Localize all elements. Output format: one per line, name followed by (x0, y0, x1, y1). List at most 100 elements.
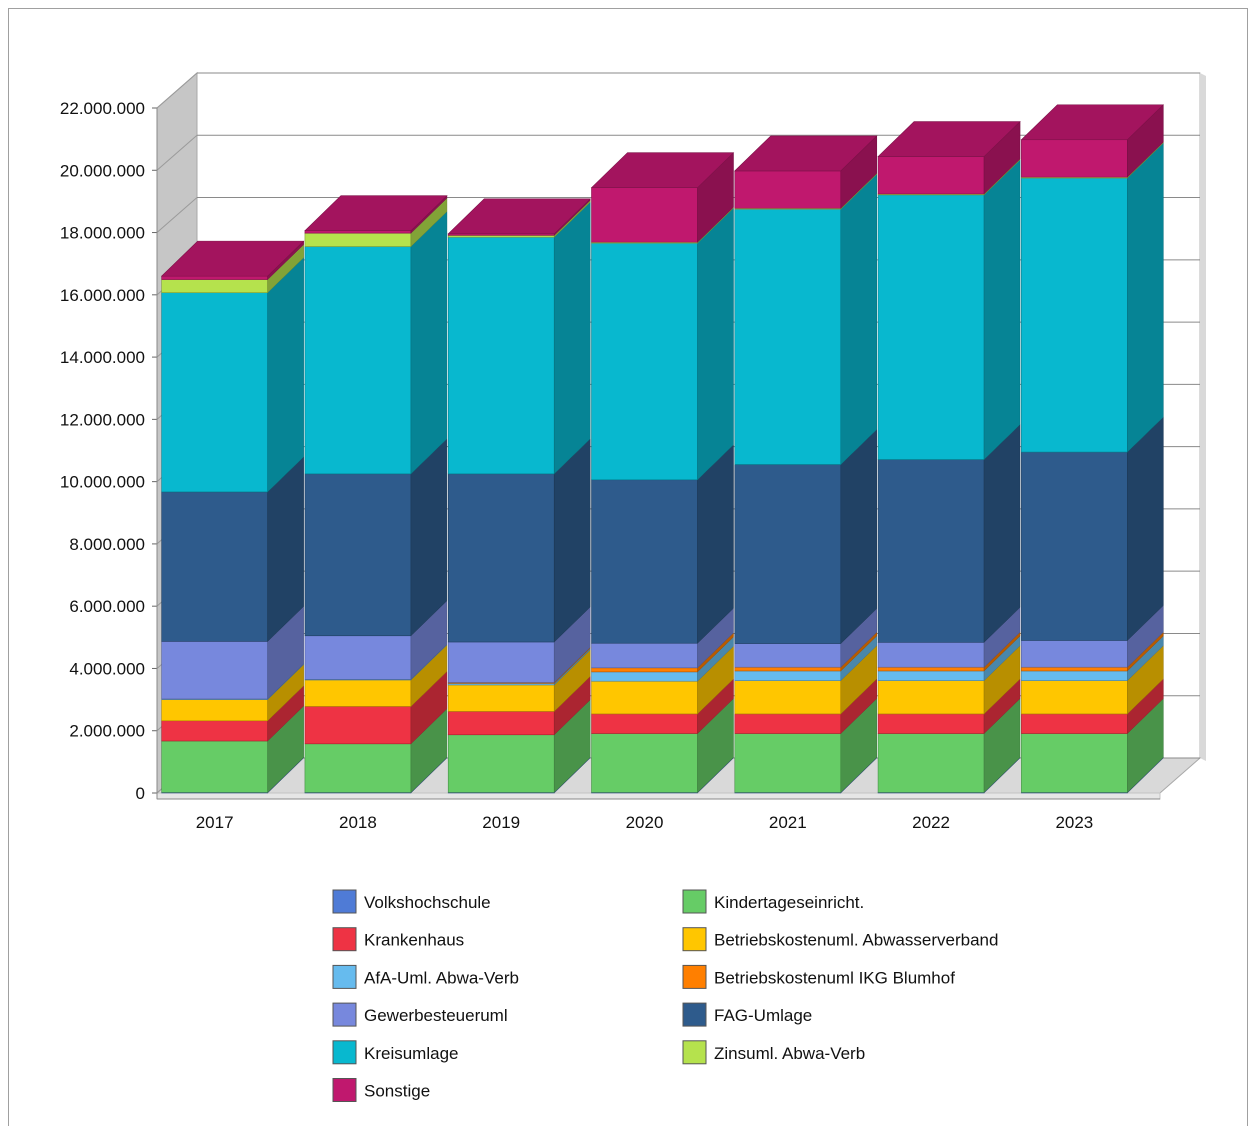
bar-segment (1021, 713, 1128, 734)
bar-segment (591, 642, 698, 669)
gridline-side (156, 72, 198, 109)
x-tick-label: 2020 (626, 813, 664, 832)
bar-segment (161, 699, 268, 722)
bar-segment (877, 641, 985, 668)
bar-segment (161, 641, 268, 700)
legend-swatch (332, 1078, 357, 1102)
x-tick-label: 2018 (339, 813, 377, 832)
bar-segment (161, 279, 268, 293)
gridline-side (156, 197, 198, 233)
bar-segment (591, 713, 698, 734)
y-tick-label: 8.000.000 (69, 535, 145, 554)
bar-segment (1021, 680, 1128, 715)
bar-segment (447, 684, 555, 712)
bar-segment (161, 275, 268, 280)
legend-label: Krankenhaus (364, 931, 464, 950)
bar-2023 (1020, 104, 1165, 794)
x-tick-label: 2017 (196, 813, 234, 832)
bar-segment-side (553, 201, 591, 475)
bar-segment (734, 680, 842, 715)
bar-segment (447, 473, 555, 643)
legend-swatch (682, 889, 707, 914)
bar-segment-side (983, 423, 1021, 643)
bar-segment (304, 473, 412, 637)
bar-2018 (304, 195, 448, 794)
legend-item: Sonstige (332, 1078, 430, 1102)
bar-top (877, 121, 1021, 157)
gridline-side (156, 134, 198, 171)
legend-swatch (682, 1002, 707, 1027)
y-tick-label: 20.000.000 (60, 161, 145, 180)
bar-segment (161, 292, 268, 493)
legend-label: Kindertageseinricht. (714, 893, 864, 912)
y-tick-label: 4.000.000 (69, 659, 145, 678)
bar-segment (877, 670, 985, 681)
bar-top (590, 152, 735, 189)
bar-segment-side (267, 257, 304, 493)
legend-label: FAG-Umlage (714, 1006, 812, 1025)
legend: Volkshochschule Kindertageseinricht. Krank… (332, 889, 998, 1102)
bar-segment (877, 156, 985, 195)
bar-2020 (590, 152, 735, 794)
legend-item: Gewerbesteueruml (332, 1002, 508, 1027)
bar-segment-side (553, 438, 591, 643)
legend-swatch (682, 964, 707, 989)
legend-swatch (682, 927, 707, 952)
bar-segment (161, 740, 268, 793)
bar-segment (304, 232, 412, 247)
bar-segment-side (840, 173, 878, 466)
legend-label: AfA-Uml. Abwa-Verb (364, 968, 519, 987)
bar-segment (877, 713, 985, 734)
bar-segment (734, 733, 842, 793)
bar-segment (591, 680, 698, 715)
floor-front (156, 792, 1161, 800)
bar-segment-side (983, 159, 1021, 461)
bar-segment (1021, 139, 1128, 178)
legend-item: Zinsuml. Abwa-Verb (682, 1040, 865, 1065)
bar-segment-side (1127, 416, 1164, 642)
y-tick-label: 22.000.000 (60, 99, 145, 118)
bar-segment (591, 187, 698, 243)
y-tick-label: 0 (136, 784, 145, 803)
bar-segment (304, 706, 412, 745)
bar-segment (591, 242, 698, 481)
x-tick-label: 2021 (769, 813, 807, 832)
y-tick-label: 16.000.000 (60, 286, 145, 305)
legend-label: Betriebskostenuml. Abwasserverband (714, 931, 998, 950)
bar-segment (591, 671, 698, 682)
legend-item: AfA-Uml. Abwa-Verb (332, 964, 519, 989)
bar-segment (591, 667, 698, 673)
bar-segment (877, 733, 985, 793)
bar-segment (447, 734, 555, 793)
legend-swatch (332, 927, 357, 952)
bar-segment (877, 194, 985, 460)
bar-2021 (734, 135, 878, 794)
legend-label: Gewerbesteueruml (364, 1006, 508, 1025)
bar-segment (1021, 640, 1128, 668)
bar-segment (1021, 666, 1128, 672)
x-tick-label: 2019 (482, 813, 520, 832)
bar-segment (734, 643, 842, 668)
bar-segment (161, 720, 268, 742)
y-tick-label: 18.000.000 (60, 224, 145, 243)
bar-top (734, 135, 878, 172)
legend-label: Betriebskostenuml IKG Blumhof (714, 968, 955, 987)
legend-swatch (332, 1002, 357, 1027)
x-tick-label: 2023 (1055, 813, 1093, 832)
bar-segment (734, 170, 842, 209)
bar-segment (304, 743, 412, 793)
bar-segment (1021, 451, 1128, 641)
y-tick-label: 14.000.000 (60, 348, 145, 367)
bar-segment (591, 733, 698, 793)
y-tick-label: 2.000.000 (69, 722, 145, 741)
legend-swatch (682, 1040, 707, 1065)
bar-segment (447, 711, 555, 736)
right-wall-edge (1200, 73, 1206, 761)
bar-segment (734, 464, 842, 644)
bar-segment (161, 491, 268, 642)
bar-segment (1021, 670, 1128, 681)
bar-segment (447, 236, 555, 475)
legend-swatch (332, 1040, 357, 1065)
legend-item: Kreisumlage (332, 1040, 459, 1065)
bar-segment (304, 635, 412, 680)
